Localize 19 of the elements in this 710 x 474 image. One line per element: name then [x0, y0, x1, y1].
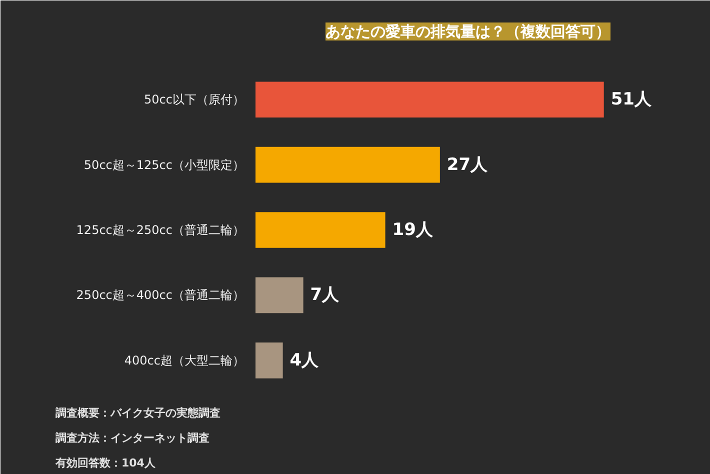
chart-title: あなたの愛車の排気量は？（複数回答可）: [326, 22, 610, 40]
bar: [256, 342, 283, 378]
bar: [256, 212, 386, 248]
text: 調査方法：インターネット調査: [56, 432, 210, 444]
data-label: 7人: [310, 285, 340, 306]
data-label: 51人: [610, 90, 652, 110]
y-tick-label: 400cc超（大型二輪）: [124, 353, 245, 368]
y-tick-label: 125cc超～250cc（普通二輪）: [76, 223, 245, 237]
bar: [256, 146, 440, 183]
y-tick-label: 50cc以下（原付）: [144, 92, 245, 107]
data-label: 4人: [290, 350, 320, 370]
bar: [256, 82, 604, 118]
data-label: 19人: [392, 220, 434, 240]
text: 有効回答数：104人: [54, 456, 156, 470]
data-label: 27人: [446, 154, 489, 175]
bar: [256, 277, 304, 314]
y-tick-label: 50cc超～125cc（小型限定）: [84, 158, 245, 172]
y-tick-label: 250cc超～400cc（普通二輪）: [76, 288, 245, 302]
text: 調査概要：バイク女子の実態調査: [56, 406, 220, 420]
